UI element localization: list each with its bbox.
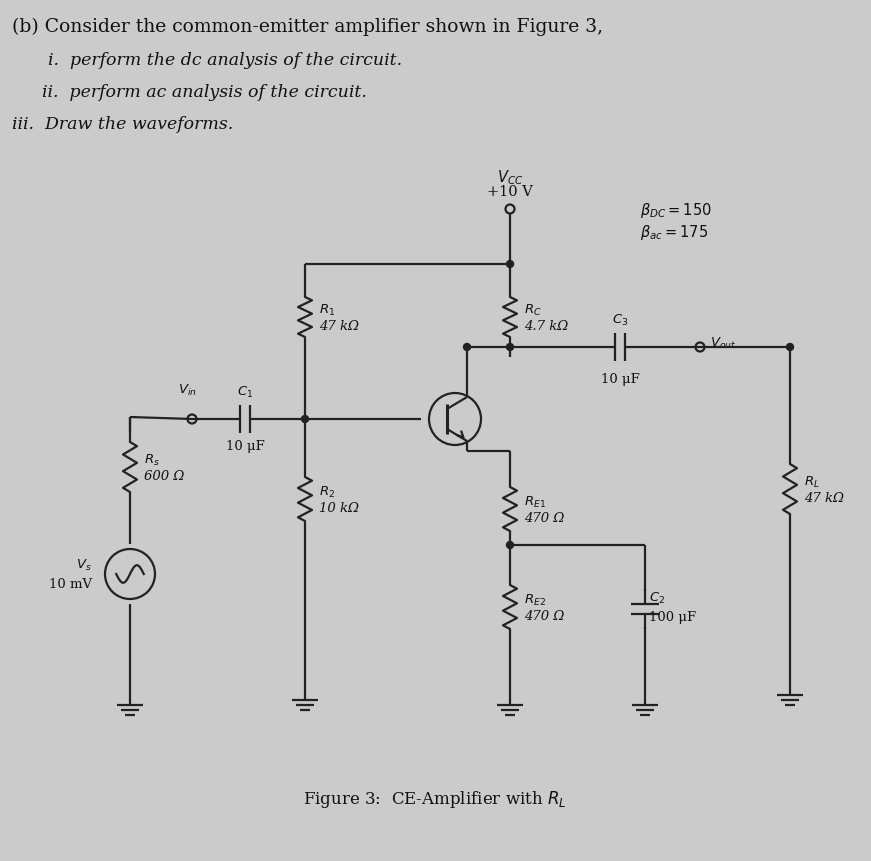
Circle shape: [787, 344, 793, 351]
Circle shape: [507, 344, 514, 351]
Circle shape: [463, 344, 470, 351]
Text: (b) Consider the common-emitter amplifier shown in Figure 3,: (b) Consider the common-emitter amplifie…: [12, 18, 603, 36]
Text: $\beta_{DC} = 150$: $\beta_{DC} = 150$: [640, 201, 712, 220]
Text: Figure 3:  CE-Amplifier with $R_L$: Figure 3: CE-Amplifier with $R_L$: [303, 789, 567, 809]
Text: $V_{in}$: $V_{in}$: [178, 382, 197, 398]
Text: $R_{E2}$
470 Ω: $R_{E2}$ 470 Ω: [524, 592, 564, 623]
Circle shape: [507, 542, 514, 548]
Text: $C_1$: $C_1$: [237, 385, 253, 400]
Text: +10 V: +10 V: [487, 185, 533, 199]
Text: $R_s$
600 Ω: $R_s$ 600 Ω: [144, 452, 185, 482]
Circle shape: [507, 261, 514, 268]
Circle shape: [301, 416, 308, 423]
Text: $V_s$: $V_s$: [77, 557, 92, 572]
Text: $V_{out}$: $V_{out}$: [710, 335, 737, 350]
Text: $C_2$: $C_2$: [649, 590, 665, 604]
Text: $R_C$
4.7 kΩ: $R_C$ 4.7 kΩ: [524, 302, 568, 332]
Text: $\beta_{ac} = 175$: $\beta_{ac} = 175$: [640, 222, 708, 241]
Text: ii.  perform ac analysis of the circuit.: ii. perform ac analysis of the circuit.: [42, 84, 367, 101]
Text: 10 μF: 10 μF: [226, 439, 265, 453]
Text: $V_{CC}$: $V_{CC}$: [496, 168, 523, 187]
Text: $R_{E1}$
470 Ω: $R_{E1}$ 470 Ω: [524, 494, 564, 524]
Text: 100 μF: 100 μF: [649, 610, 696, 623]
Text: $R_2$
10 kΩ: $R_2$ 10 kΩ: [319, 485, 359, 515]
Text: $R_1$
47 kΩ: $R_1$ 47 kΩ: [319, 302, 359, 332]
Text: $C_3$: $C_3$: [611, 313, 628, 328]
Text: 10 μF: 10 μF: [601, 373, 639, 386]
Text: i.  perform the dc analysis of the circuit.: i. perform the dc analysis of the circui…: [48, 52, 402, 69]
Text: 10 mV: 10 mV: [49, 578, 92, 591]
Text: iii.  Draw the waveforms.: iii. Draw the waveforms.: [12, 116, 233, 133]
Text: $R_L$
47 kΩ: $R_L$ 47 kΩ: [804, 474, 844, 505]
